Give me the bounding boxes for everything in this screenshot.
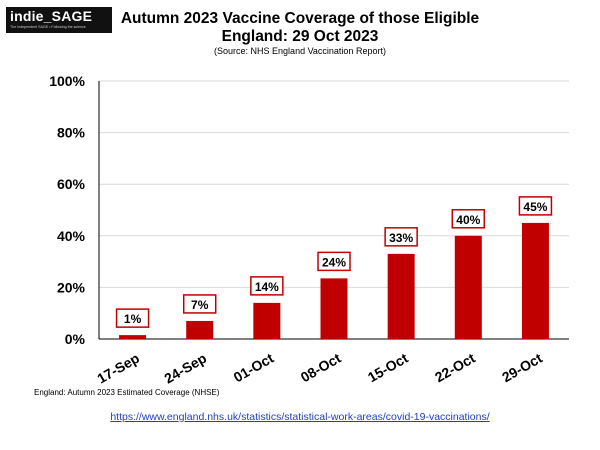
bar [320,278,348,339]
data-label: 45% [523,200,547,214]
bar [454,235,482,339]
y-tick-label: 80% [57,125,86,141]
indie-sage-logo: indie_SAGE The Independent SAGE • Follow… [6,7,112,33]
x-tick-label: 29-Oct [499,350,545,386]
data-label: 1% [124,312,142,326]
x-tick-label: 01-Oct [231,350,277,386]
data-label-box [115,308,150,328]
x-tick-label: 15-Oct [365,350,411,386]
data-label: 14% [255,280,279,294]
y-tick-label: 0% [65,331,86,347]
data-label-box [182,294,217,314]
source-link[interactable]: https://www.england.nhs.uk/statistics/st… [110,411,490,423]
bar [119,335,147,339]
bar [186,320,214,339]
chart-subtitle: (Source: NHS England Vaccination Report) [214,46,386,56]
y-tick-label: 20% [57,279,86,295]
bar [253,302,281,339]
y-tick-label: 100% [49,73,85,89]
y-tick-label: 60% [57,176,86,192]
bar [521,222,549,339]
footnote: England: Autumn 2023 Estimated Coverage … [34,388,220,397]
data-label-box [250,276,284,296]
chart-title-line2: England: 29 Oct 2023 [221,28,379,45]
logo-tagline: The Independent SAGE • Following the sci… [10,25,86,29]
data-label-box [384,227,418,247]
bar [387,253,415,339]
data-label: 33% [389,231,413,245]
bar-chart: 0% 20% 40% 60% 80% 100% 1% 17-Sep 7% 24-Sep 14% 01-… [49,73,569,387]
x-tick-label: 22-Oct [432,350,478,386]
x-tick-label: 17-Sep [94,350,142,387]
data-label: 24% [322,255,346,269]
y-tick-label: 40% [57,228,86,244]
x-tick-label: 24-Sep [161,350,209,387]
data-label-box [451,209,486,229]
data-label-box [518,196,553,216]
logo-text: indie_SAGE [10,8,93,24]
x-tick-label: 08-Oct [298,350,344,386]
data-label: 40% [456,213,480,227]
data-label: 7% [191,298,209,312]
chart-title: Autumn 2023 Vaccine Coverage of those El… [120,10,480,27]
data-label-box [317,251,351,272]
